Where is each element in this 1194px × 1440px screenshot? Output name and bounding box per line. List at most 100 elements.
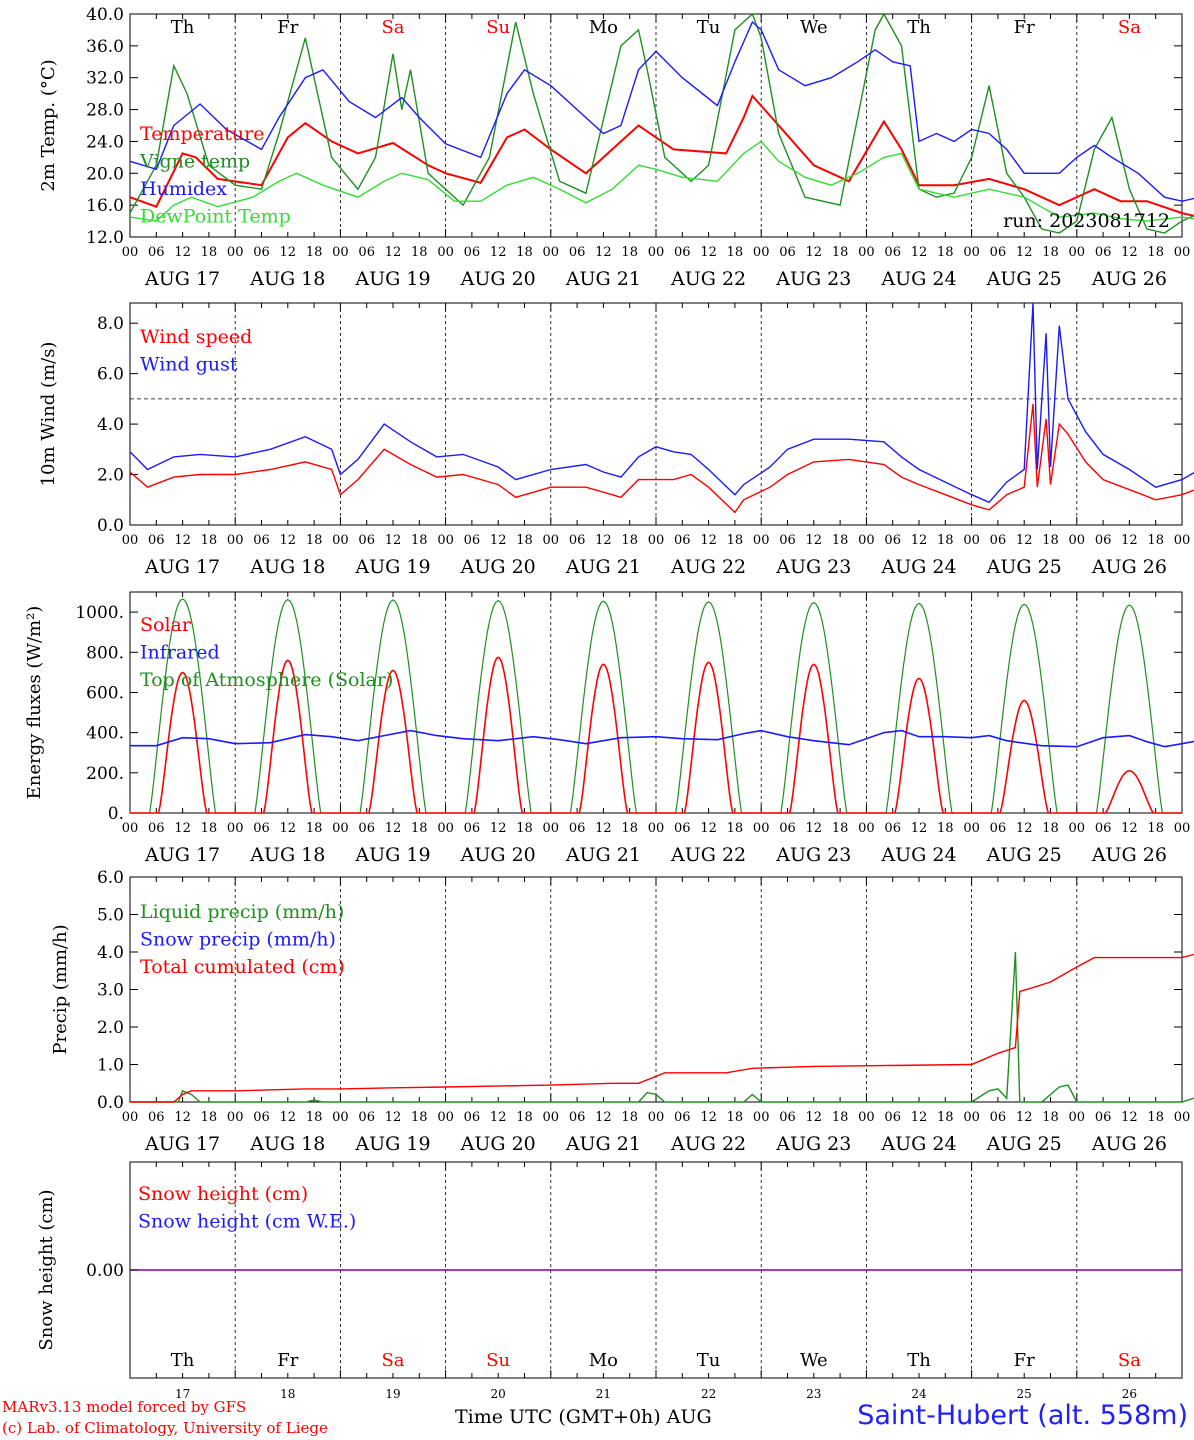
hour-tick-label: 06 — [148, 821, 165, 836]
hour-tick-label: 12 — [280, 533, 297, 548]
y-axis-label: 2m Temp. (°C) — [38, 59, 59, 191]
hour-tick-label: 00 — [227, 1110, 244, 1125]
hour-tick-label: 00 — [648, 821, 665, 836]
date-label: AUG 20 — [460, 556, 536, 578]
hour-tick-label: 18 — [201, 533, 218, 548]
y-tick-label: 6.0 — [97, 868, 124, 888]
series-total-cumulated-cm--line — [130, 953, 1194, 1103]
day-name-label: Sa — [1118, 17, 1141, 38]
hour-tick-label: 18 — [621, 1110, 638, 1125]
hour-tick-label: 06 — [674, 1110, 691, 1125]
hour-tick-label: 00 — [648, 533, 665, 548]
date-label: AUG 22 — [670, 268, 746, 290]
hour-tick-label: 12 — [385, 245, 402, 260]
date-label: AUG 19 — [354, 844, 430, 866]
hour-tick-label: 12 — [595, 533, 612, 548]
date-label: AUG 25 — [986, 844, 1062, 866]
legend-infrared: Infrared — [140, 642, 220, 664]
hour-tick-label: 18 — [621, 245, 638, 260]
hour-tick-label: 06 — [358, 533, 375, 548]
date-label: AUG 20 — [460, 268, 536, 290]
hour-tick-label: 18 — [727, 1110, 744, 1125]
day-name-label: Sa — [381, 17, 404, 38]
day-name-label: Sa — [1118, 1350, 1141, 1371]
hour-tick-label: 00 — [963, 533, 980, 548]
date-label: AUG 17 — [144, 844, 220, 866]
hour-tick-label: 12 — [1016, 245, 1033, 260]
date-label: AUG 18 — [249, 268, 325, 290]
hour-tick-label: 00 — [858, 821, 875, 836]
hour-tick-label: 06 — [884, 245, 901, 260]
hour-tick-label: 12 — [1121, 1110, 1138, 1125]
hour-tick-label: 06 — [358, 1110, 375, 1125]
hour-tick-label: 00 — [753, 1110, 770, 1125]
date-label: AUG 20 — [460, 1133, 536, 1155]
y-tick-label: 600. — [86, 683, 124, 703]
date-label: AUG 19 — [354, 268, 430, 290]
series-top-of-atmosphere-line — [130, 598, 1182, 814]
hour-tick-label: 06 — [464, 821, 481, 836]
hour-tick-label: 06 — [569, 533, 586, 548]
y-tick-label: 5.0 — [97, 906, 124, 926]
y-tick-label: 36.0 — [86, 37, 124, 57]
hour-tick-label: 18 — [411, 821, 428, 836]
hour-tick-label: 06 — [674, 533, 691, 548]
hour-tick-label: 00 — [858, 245, 875, 260]
legend-total-cumulated-cm-: Total cumulated (cm) — [140, 956, 345, 978]
hour-tick-label: 12 — [490, 821, 507, 836]
hour-tick-label: 06 — [884, 821, 901, 836]
hour-tick-label: 00 — [963, 245, 980, 260]
hour-tick-label: 18 — [201, 245, 218, 260]
hour-tick-label: 18 — [937, 821, 954, 836]
date-label: AUG 18 — [249, 556, 325, 578]
hour-tick-label: 18 — [1042, 821, 1059, 836]
y-axis-label: Precip (mm/h) — [50, 924, 71, 1054]
hour-tick-label: 06 — [358, 821, 375, 836]
hour-tick-label: 12 — [806, 1110, 823, 1125]
hour-tick-label: 06 — [779, 245, 796, 260]
hour-tick-label: 00 — [858, 1110, 875, 1125]
y-tick-label: 3.0 — [97, 981, 124, 1001]
day-name-label: Th — [907, 17, 931, 38]
hour-tick-label: 00 — [1069, 1110, 1086, 1125]
series-liquid-precip-mm-h--line — [130, 951, 1194, 1103]
hour-tick-label: 12 — [1121, 533, 1138, 548]
day-number-label: 26 — [1122, 1387, 1137, 1401]
legend-dewpoint-temp: DewPoint Temp — [140, 206, 291, 228]
hour-tick-label: 18 — [832, 821, 849, 836]
hour-tick-label: 06 — [779, 821, 796, 836]
hour-tick-label: 18 — [516, 533, 533, 548]
hour-tick-label: 06 — [1095, 1110, 1112, 1125]
hour-tick-label: 18 — [516, 1110, 533, 1125]
hour-tick-label: 18 — [411, 1110, 428, 1125]
hour-tick-label: 00 — [122, 1110, 139, 1125]
hour-tick-label: 18 — [1147, 821, 1164, 836]
hour-tick-label: 12 — [280, 821, 297, 836]
hour-tick-label: 12 — [174, 1110, 191, 1125]
hour-tick-label: 00 — [227, 245, 244, 260]
run-annotation: run: 2023081712 — [1003, 210, 1170, 232]
hour-tick-label: 12 — [911, 245, 928, 260]
legend-wind-gust: Wind gust — [140, 354, 238, 376]
hour-tick-label: 12 — [911, 533, 928, 548]
day-name-label: Th — [907, 1350, 931, 1371]
hour-tick-label: 06 — [674, 245, 691, 260]
day-name-label: Fr — [277, 17, 298, 38]
hour-tick-label: 18 — [1042, 533, 1059, 548]
hour-tick-label: 00 — [963, 821, 980, 836]
y-tick-label: 16.0 — [86, 196, 124, 216]
date-label: AUG 24 — [880, 268, 956, 290]
hour-tick-label: 00 — [1174, 533, 1191, 548]
hour-tick-label: 06 — [253, 245, 270, 260]
y-tick-label: 0.00 — [86, 1261, 124, 1281]
legend-wind-speed: Wind speed — [140, 326, 252, 348]
hour-tick-label: 18 — [411, 533, 428, 548]
date-label: AUG 19 — [354, 556, 430, 578]
hour-tick-label: 12 — [490, 1110, 507, 1125]
hour-tick-label: 00 — [1069, 533, 1086, 548]
hour-tick-label: 12 — [700, 1110, 717, 1125]
hour-tick-label: 12 — [490, 533, 507, 548]
hour-tick-label: 18 — [411, 245, 428, 260]
hour-tick-label: 06 — [253, 1110, 270, 1125]
hour-tick-label: 12 — [1121, 821, 1138, 836]
